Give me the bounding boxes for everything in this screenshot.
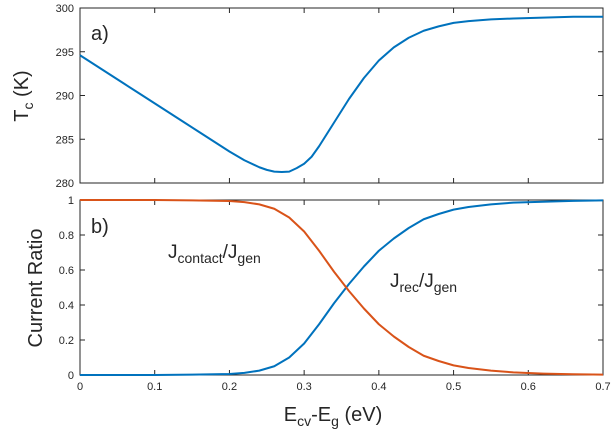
- panel-b-xtick-label-7: 0.7: [595, 381, 610, 393]
- panel-b-xtick-label-2: 0.2: [222, 381, 237, 393]
- panel-a-ylabel-main: T: [11, 110, 33, 122]
- panel-b-ytick-label-2: 0.4: [59, 300, 74, 312]
- annotation-j-contact-sep: /J: [223, 242, 238, 263]
- annotation-j-contact-main: J: [168, 242, 178, 263]
- annotation-j-contact: Jcontact/Jgen: [168, 242, 261, 266]
- panel-b-series: [80, 199, 604, 376]
- panel-b: 0 0.1 0.2 0.3 0.4 0.5 0.6 0.700.20.40.60.81 b) …: [25, 195, 611, 429]
- panel-a-series: [79, 15, 603, 174]
- panel-b-xlabel-part-4: (eV): [339, 404, 382, 426]
- panel-a-plot-box: [79, 7, 604, 184]
- panel-a-label: a): [91, 23, 109, 45]
- panel-a-ytick-label-4: 300: [56, 3, 74, 15]
- panel-a-ytick-label-0: 280: [56, 178, 74, 190]
- panel-b-ytick-label-0: 0: [68, 370, 74, 382]
- panel-b-series-line-0: [80, 199, 604, 376]
- panel-a-ylabel-tail: (K): [11, 70, 33, 102]
- panel-a-series-line-0: [79, 15, 603, 174]
- panel-b-ylabel: Current Ratio: [25, 229, 47, 348]
- panel-b-xtick-label-6: 0.6: [521, 381, 536, 393]
- panel-b-xtick-label-3: 0.3: [296, 381, 311, 393]
- panel-b-ytick-label-1: 0.2: [59, 335, 74, 347]
- annotation-j-contact-sub2: gen: [237, 250, 260, 266]
- panel-b-xtick-label-1: 0.1: [147, 381, 162, 393]
- panel-b-plot-box: [79, 199, 604, 376]
- panel-b-ticks: 0 0.1 0.2 0.3 0.4 0.5 0.6 0.7 0 0.2 0.4 0.6 0.8 1: [59, 195, 611, 393]
- annotation-j-rec-sep: /J: [419, 271, 434, 292]
- panel-b-xtick-label-0: 0: [77, 381, 83, 393]
- panel-a-ylabel-sub: c: [20, 103, 36, 110]
- panel-a: 280 285 290 295 300 a) Tc (K): [11, 3, 604, 190]
- panel-b-xlabel-part-2: -E: [311, 404, 331, 426]
- panel-b-ytick-label-3: 0.6: [59, 265, 74, 277]
- annotation-j-rec-sub: rec: [400, 279, 419, 295]
- panel-b-ytick-label-5: 1: [68, 195, 74, 207]
- panel-b-xtick-label-4: 0.4: [371, 381, 386, 393]
- annotation-j-rec-main: J: [390, 271, 400, 292]
- panel-a-ytick-label-2: 290: [56, 91, 74, 103]
- panel-a-ticks: 280 285 290 295 300: [56, 3, 604, 190]
- panel-b-ytick-label-4: 0.8: [59, 230, 74, 242]
- panel-a-ytick-label-3: 295: [56, 47, 74, 59]
- annotation-j-contact-sub: contact: [178, 250, 223, 266]
- panel-b-xtick-label-5: 0.5: [446, 381, 461, 393]
- panel-b-series-line-1: [80, 199, 604, 376]
- panel-b-xlabel: Ecv-Eg (eV): [284, 404, 382, 429]
- annotation-j-rec-sub2: gen: [434, 279, 457, 295]
- panel-b-xlabel-part-3: g: [331, 413, 339, 429]
- panel-b-xlabel-part-0: E: [284, 404, 297, 426]
- panel-a-ylabel: Tc (K): [11, 70, 36, 121]
- panel-b-xlabel-part-1: cv: [297, 413, 311, 429]
- panel-b-label: b): [91, 216, 109, 238]
- panel-a-ytick-label-1: 285: [56, 134, 74, 146]
- annotation-j-rec: Jrec/Jgen: [390, 271, 457, 295]
